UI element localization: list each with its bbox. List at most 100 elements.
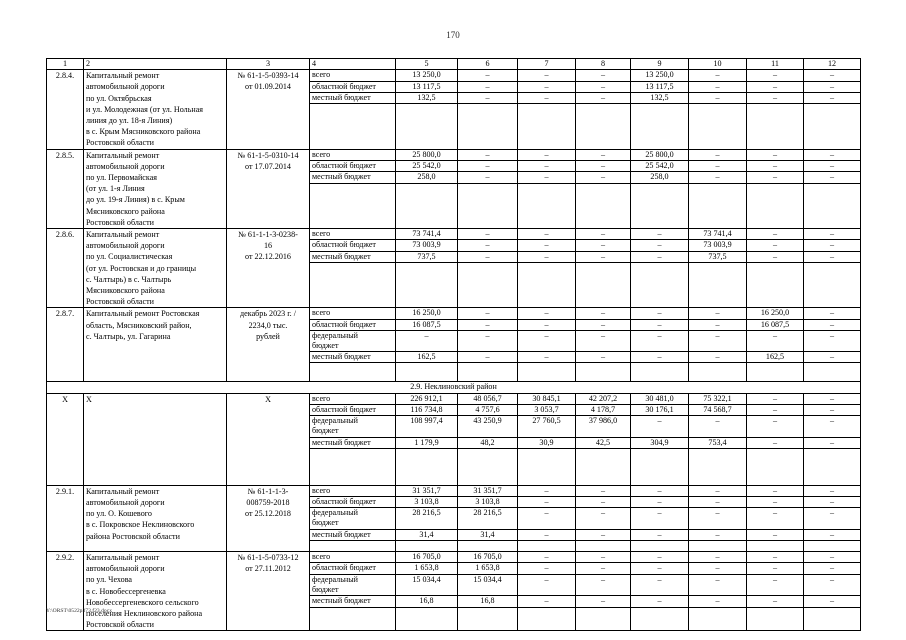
table-row: 2.8.4. Капитальный ремонт автомобильной д… bbox=[46, 69, 861, 150]
spacer-cell bbox=[457, 261, 518, 309]
value-cell: – bbox=[746, 392, 804, 405]
spacer-cell bbox=[746, 261, 804, 309]
value-cell: 3 103,8 bbox=[457, 495, 518, 509]
value-cell: 13 250,0 bbox=[630, 69, 689, 82]
value-cell: 73 741,4 bbox=[395, 228, 458, 241]
spacer-cell bbox=[803, 447, 861, 486]
row-spacer bbox=[47, 261, 861, 309]
value-cell: – bbox=[688, 484, 747, 497]
value-cell: – bbox=[803, 329, 861, 353]
spacer-cell bbox=[746, 362, 804, 383]
value-cell: 28 216,5 bbox=[395, 507, 458, 530]
row-description-cell: X bbox=[83, 392, 227, 486]
row-document-cell: № 61-1-5-0310-14 от 17.07.2014 bbox=[226, 148, 310, 230]
value-cell: – bbox=[517, 159, 576, 173]
spacer-cell bbox=[803, 606, 861, 632]
value-cell: – bbox=[688, 562, 747, 575]
value-cell: – bbox=[517, 91, 576, 105]
value-cell: 48 056,7 bbox=[457, 392, 518, 405]
value-cell: – bbox=[803, 573, 861, 597]
value-cell: – bbox=[575, 250, 631, 263]
column-number-row: 1 2 3 4 5 6 7 8 9 10 11 12 bbox=[46, 57, 861, 71]
value-cell: – bbox=[517, 528, 576, 541]
spacer-cell bbox=[630, 103, 689, 150]
row-description-cell: Капитальный ремонт автомобильной дороги … bbox=[83, 484, 227, 552]
value-cell: – bbox=[457, 148, 518, 161]
spacer-cell bbox=[746, 606, 804, 632]
spacer-cell bbox=[517, 606, 576, 632]
row-id-cell: 2.8.4. bbox=[46, 69, 84, 150]
value-cell: – bbox=[457, 159, 518, 173]
value-cell: – bbox=[688, 91, 747, 105]
value-cell: – bbox=[630, 562, 689, 575]
budget-level-label: областной бюджет bbox=[309, 159, 396, 173]
spacer-cell bbox=[630, 539, 689, 552]
value-cell: – bbox=[803, 550, 861, 564]
spacer-cell bbox=[746, 182, 804, 230]
table-row: федеральный бюджет – – – – – – – – bbox=[47, 329, 861, 353]
value-cell: – bbox=[517, 550, 576, 564]
value-cell: – bbox=[746, 148, 804, 161]
value-cell: 3 103,8 bbox=[395, 495, 458, 509]
value-cell: – bbox=[575, 307, 631, 320]
value-cell: 31 351,7 bbox=[395, 484, 458, 497]
value-cell: – bbox=[575, 528, 631, 541]
value-cell: – bbox=[746, 595, 804, 608]
value-cell: 15 034,4 bbox=[457, 573, 518, 597]
spacer-cell bbox=[309, 182, 396, 230]
value-cell: – bbox=[517, 307, 576, 320]
value-cell: 30,9 bbox=[517, 436, 576, 449]
row-description-cell: Капитальный ремонт автомобильной дороги … bbox=[83, 228, 227, 309]
value-cell: – bbox=[517, 495, 576, 509]
value-cell: – bbox=[746, 159, 804, 173]
value-cell: – bbox=[803, 507, 861, 530]
value-cell: 27 760,5 bbox=[517, 415, 576, 438]
budget-level-label: местный бюджет bbox=[309, 250, 396, 263]
value-cell: 43 250,9 bbox=[457, 415, 518, 438]
value-cell: – bbox=[517, 148, 576, 161]
table-row: областной бюджет 3 103,8 3 103,8– – – – – – bbox=[47, 495, 861, 509]
value-cell: – bbox=[630, 318, 689, 331]
value-cell: 4 178,7 bbox=[575, 403, 631, 417]
spacer-cell bbox=[688, 182, 747, 230]
row-id-cell: 2.9.1. bbox=[46, 484, 84, 552]
value-cell: 737,5 bbox=[395, 250, 458, 263]
value-cell: 1 653,8 bbox=[395, 562, 458, 575]
table-row: областной бюджет 73 003,9– – – –73 003,9– – bbox=[47, 239, 861, 252]
value-cell: – bbox=[457, 307, 518, 320]
budget-level-label: всего bbox=[309, 228, 396, 241]
value-cell: – bbox=[630, 307, 689, 320]
value-cell: – bbox=[688, 159, 747, 173]
table-row: 2.9.2. Капитальный ремонт автомобильной д… bbox=[46, 550, 861, 632]
spacer-cell bbox=[517, 362, 576, 383]
value-cell: – bbox=[803, 148, 861, 161]
value-cell: 108 997,4 bbox=[395, 415, 458, 438]
budget-level-label: всего bbox=[309, 69, 396, 82]
value-cell: – bbox=[803, 318, 861, 331]
value-cell: 31,4 bbox=[457, 528, 518, 541]
spacer-cell bbox=[457, 103, 518, 150]
row-document-cell: декабрь 2023 г. / 2234,0 тыс. рублей bbox=[226, 307, 310, 383]
spacer-cell bbox=[575, 103, 631, 150]
value-cell: – bbox=[746, 573, 804, 597]
section-header-label: 2.9. Неклиновский район bbox=[46, 381, 861, 394]
budget-table: 1 2 3 4 5 6 7 8 9 10 11 12 2.8.4. Капитальный ремонт … bbox=[46, 57, 861, 632]
value-cell: – bbox=[517, 329, 576, 353]
spacer-cell bbox=[630, 606, 689, 632]
value-cell: 13 117,5 bbox=[395, 80, 458, 93]
spacer-cell bbox=[803, 182, 861, 230]
spacer-cell bbox=[803, 261, 861, 309]
value-cell: – bbox=[575, 595, 631, 608]
budget-level-label: федеральный бюджет bbox=[309, 415, 396, 438]
spacer-cell bbox=[395, 261, 458, 309]
value-cell: 31,4 bbox=[395, 528, 458, 541]
value-cell: – bbox=[630, 484, 689, 497]
spacer-cell bbox=[746, 539, 804, 552]
value-cell: 28 216,5 bbox=[457, 507, 518, 530]
spacer-cell bbox=[395, 447, 458, 486]
value-cell: – bbox=[746, 562, 804, 575]
value-cell: – bbox=[630, 495, 689, 509]
value-cell: – bbox=[457, 318, 518, 331]
page-number: 170 bbox=[446, 30, 460, 40]
spacer-cell bbox=[575, 261, 631, 309]
